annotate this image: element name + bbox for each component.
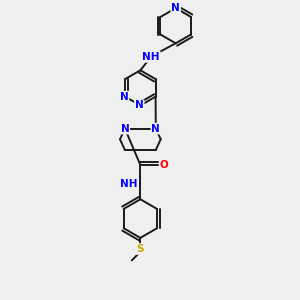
Text: NH: NH <box>120 179 137 189</box>
Text: N: N <box>152 124 160 134</box>
Text: N: N <box>135 100 144 110</box>
Text: S: S <box>136 244 144 254</box>
Text: NH: NH <box>142 52 160 62</box>
Text: N: N <box>120 92 128 102</box>
Text: O: O <box>160 160 168 170</box>
Text: N: N <box>171 3 180 13</box>
Text: N: N <box>121 124 129 134</box>
